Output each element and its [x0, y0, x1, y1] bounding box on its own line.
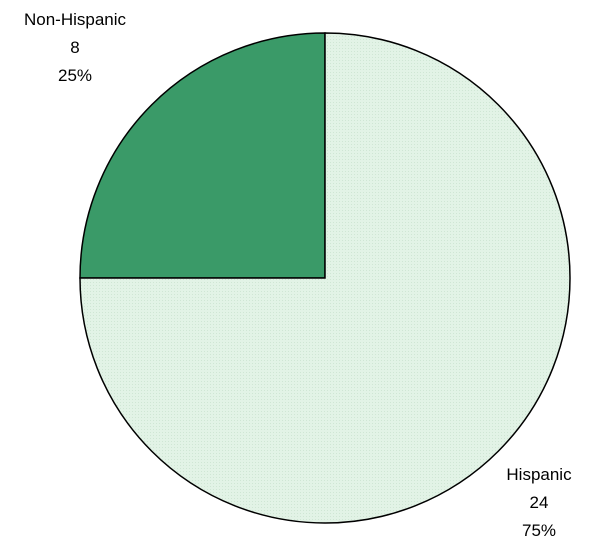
- slice-label-hispanic: Hispanic 24 75%: [506, 465, 572, 540]
- slices-layer: [79, 32, 571, 524]
- slice-label-non-hispanic: Non-Hispanic 8 25%: [24, 10, 127, 85]
- slice-percent-hispanic: 75%: [522, 521, 556, 540]
- slice-value-non-hispanic: 8: [70, 38, 79, 57]
- labels-layer: Non-Hispanic 8 25% Hispanic 24 75%: [24, 10, 572, 540]
- slice-value-hispanic: 24: [530, 493, 549, 512]
- slice-percent-non-hispanic: 25%: [58, 66, 92, 85]
- slice-name-hispanic: Hispanic: [506, 465, 572, 484]
- pie-slice-non-hispanic: [79, 32, 326, 279]
- slice-name-non-hispanic: Non-Hispanic: [24, 10, 127, 29]
- pie-slice-hispanic: [79, 32, 571, 524]
